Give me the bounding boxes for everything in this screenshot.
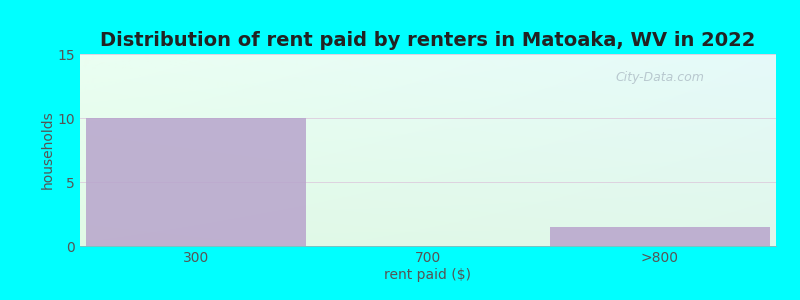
Bar — [550, 227, 770, 246]
Bar — [86, 118, 306, 246]
Text: City-Data.com: City-Data.com — [616, 70, 705, 83]
X-axis label: rent paid ($): rent paid ($) — [385, 268, 471, 282]
Y-axis label: households: households — [41, 111, 54, 189]
Title: Distribution of rent paid by renters in Matoaka, WV in 2022: Distribution of rent paid by renters in … — [100, 31, 756, 50]
